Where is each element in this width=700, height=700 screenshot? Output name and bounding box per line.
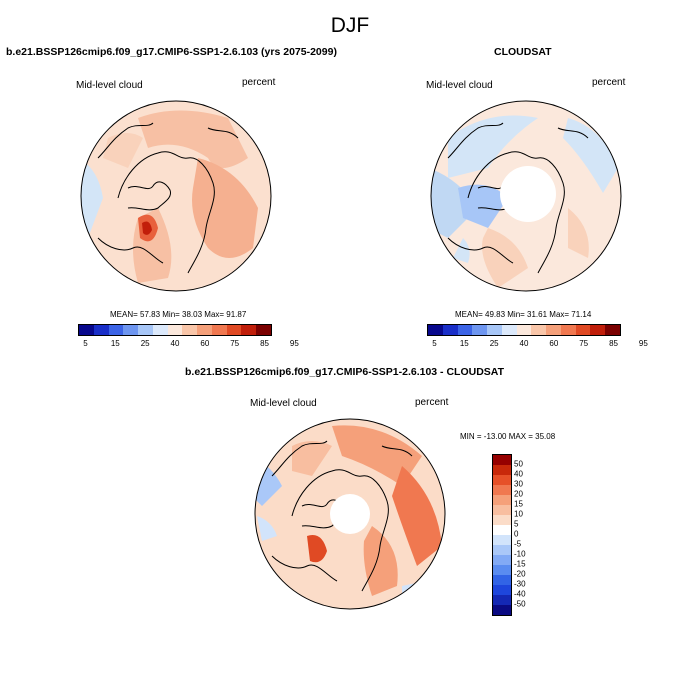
colorbar-tick-label: 25	[489, 339, 499, 348]
colorbar-tick-label: -20	[514, 569, 526, 579]
figure-title: DJF	[330, 14, 370, 37]
colorbar-segment	[493, 505, 511, 515]
colorbar-tick-label: 40	[519, 339, 529, 348]
colorbar-tick-label: 60	[200, 339, 210, 348]
colorbar-segment	[457, 325, 473, 335]
diff-panel-title: b.e21.BSSP126cmip6.f09_g17.CMIP6-SSP1-2.…	[185, 366, 505, 378]
colorbar-segment	[493, 595, 511, 605]
colorbar-tick-label: 40	[170, 339, 180, 348]
colorbar-segment	[605, 325, 620, 335]
colorbar-segment	[211, 325, 227, 335]
colorbar-tick-label: 85	[609, 339, 618, 348]
colorbar-tick-label: -40	[514, 589, 526, 599]
colorbar-tick-label: 5	[432, 339, 437, 348]
colorbar-segment	[493, 605, 511, 615]
colorbar-tick-label: -10	[514, 549, 526, 559]
colorbar-segment	[575, 325, 591, 335]
model-stats: MEAN= 57.83 Min= 38.03 Max= 91.87	[110, 310, 247, 319]
colorbar-segment	[93, 325, 109, 335]
colorbar-tick-label: 85	[260, 339, 269, 348]
colorbar-segment	[493, 455, 511, 465]
colorbar-segment	[493, 555, 511, 565]
obs-units-label: percent	[592, 77, 626, 88]
colorbar-segment	[493, 515, 511, 525]
colorbar-tick-label: 30	[514, 479, 523, 489]
colorbar-tick-label: -5	[514, 539, 522, 549]
colorbar-segment	[79, 325, 94, 335]
colorbar-segment	[493, 575, 511, 585]
colorbar-tick-label: 75	[579, 339, 589, 348]
colorbar-segment	[241, 325, 257, 335]
model-colorbar	[78, 324, 272, 336]
colorbar-segment	[560, 325, 576, 335]
colorbar-tick-label: 0	[514, 529, 519, 539]
colorbar-segment	[493, 465, 511, 475]
colorbar-tick-label: 25	[140, 339, 150, 348]
colorbar-tick-label: 15	[459, 339, 469, 348]
diff-units-label: percent	[415, 397, 449, 408]
colorbar-tick-label: -15	[514, 559, 526, 569]
diff-variable-label: Mid-level cloud	[250, 398, 317, 409]
colorbar-tick-label: 40	[514, 469, 523, 479]
colorbar-segment	[442, 325, 458, 335]
colorbar-segment	[226, 325, 242, 335]
model-polar-map	[80, 100, 272, 292]
colorbar-segment	[493, 495, 511, 505]
colorbar-segment	[152, 325, 168, 335]
colorbar-tick-label: 20	[514, 489, 523, 499]
colorbar-segment	[493, 565, 511, 575]
model-variable-label: Mid-level cloud	[76, 80, 143, 91]
colorbar-tick-label: 5	[83, 339, 88, 348]
obs-panel-title: CLOUDSAT	[494, 46, 552, 58]
colorbar-tick-label: -30	[514, 579, 526, 589]
colorbar-tick-label: 15	[514, 499, 523, 509]
colorbar-segment	[493, 585, 511, 595]
colorbar-tick-label: 5	[514, 519, 519, 529]
obs-stats: MEAN= 49.83 Min= 31.61 Max= 71.14	[455, 310, 592, 319]
colorbar-segment	[493, 535, 511, 545]
model-units-label: percent	[242, 77, 276, 88]
colorbar-tick-label: 15	[110, 339, 120, 348]
obs-colorbar	[427, 324, 621, 336]
colorbar-tick-label: -50	[514, 599, 526, 609]
colorbar-segment	[428, 325, 443, 335]
colorbar-tick-label: 50	[514, 459, 523, 469]
colorbar-tick-label: 60	[549, 339, 559, 348]
colorbar-segment	[108, 325, 124, 335]
obs-variable-label: Mid-level cloud	[426, 80, 493, 91]
colorbar-segment	[546, 325, 561, 335]
colorbar-segment	[167, 325, 183, 335]
obs-colorbar-ticks: 5 15 25 40 60 75 85 95	[427, 339, 648, 349]
colorbar-segment	[123, 325, 139, 335]
colorbar-tick-label: 75	[230, 339, 240, 348]
colorbar-segment	[493, 475, 511, 485]
colorbar-segment	[493, 545, 511, 555]
obs-polar-map	[430, 100, 622, 292]
diff-colorbar-ticks: 50 40 30 20 15 10 5 0 -5 -10 -15 -20 -30 -40 -50	[514, 454, 544, 614]
colorbar-segment	[138, 325, 153, 335]
colorbar-tick-label: 95	[638, 339, 648, 348]
diff-stats: MIN = -13.00 MAX = 35.08	[460, 432, 556, 441]
model-colorbar-ticks: 5 15 25 40 60 75 85 95	[78, 339, 299, 349]
model-panel-title: b.e21.BSSP126cmip6.f09_g17.CMIP6-SSP1-2.…	[6, 46, 337, 58]
colorbar-segment	[493, 525, 511, 535]
colorbar-segment	[256, 325, 271, 335]
colorbar-segment	[182, 325, 198, 335]
colorbar-tick-label: 10	[514, 509, 523, 519]
colorbar-tick-label: 95	[289, 339, 299, 348]
diff-polar-map	[254, 418, 446, 610]
colorbar-segment	[493, 485, 511, 495]
colorbar-segment	[516, 325, 532, 335]
colorbar-segment	[487, 325, 502, 335]
colorbar-segment	[197, 325, 212, 335]
colorbar-segment	[472, 325, 488, 335]
colorbar-segment	[590, 325, 606, 335]
colorbar-segment	[531, 325, 547, 335]
colorbar-segment	[501, 325, 517, 335]
diff-colorbar	[492, 454, 512, 616]
